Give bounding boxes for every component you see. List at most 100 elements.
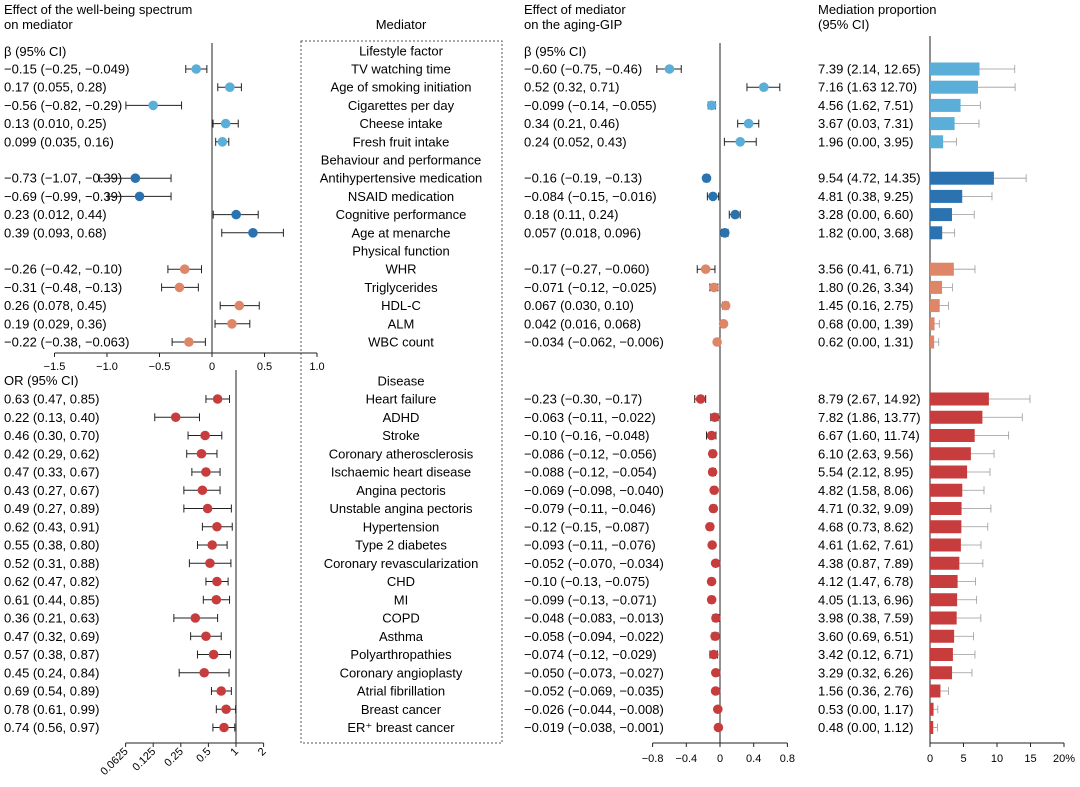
mediator-label: Polyarthropathies: [350, 647, 452, 662]
aging-effect-text: −0.019 (−0.038, −0.001): [524, 720, 664, 735]
aging-effect-text: −0.074 (−0.12, −0.029): [524, 647, 657, 662]
wellbeing-effect-text: −0.22 (−0.38, −0.063): [4, 335, 129, 350]
proportion-text: 1.80 (0.26, 3.34): [818, 280, 913, 295]
proportion-bar: [930, 483, 963, 497]
aging-point: [709, 412, 720, 423]
proportion-bar: [930, 317, 935, 331]
wellbeing-point: [190, 613, 201, 623]
group-title: Disease: [378, 374, 425, 389]
group-title: Lifestyle factor: [359, 44, 443, 59]
proportion-bar: [930, 410, 983, 424]
wellbeing-point: [200, 430, 210, 441]
mediator-label: Cognitive performance: [336, 207, 467, 222]
aging-effect-text: 0.067 (0.030, 0.10): [524, 298, 634, 313]
or-left-tick-label: 2: [256, 746, 269, 759]
proportion-tick-label: 5: [960, 753, 966, 765]
proportion-bar: [930, 299, 940, 313]
proportion-bar: [930, 520, 962, 534]
proportion-text: 3.60 (0.69, 6.51): [818, 629, 913, 644]
wellbeing-effect-text: −0.56 (−0.82, −0.29): [4, 98, 122, 113]
proportion-text: 4.38 (0.87, 7.89): [818, 556, 913, 571]
group-title: Behaviour and performance: [321, 153, 481, 168]
wellbeing-effect-text: 0.61 (0.44, 0.85): [4, 592, 99, 607]
beta-right-label: β (95% CI): [524, 44, 586, 59]
proportion-bar: [930, 335, 935, 349]
mediator-label: TV watching time: [351, 62, 451, 77]
wellbeing-effect-text: 0.69 (0.54, 0.89): [4, 684, 99, 699]
proportion-bar: [930, 465, 968, 479]
aging-point: [706, 430, 717, 441]
mediator-label: Hypertension: [363, 519, 440, 534]
proportion-bar: [930, 135, 944, 149]
wellbeing-effect-text: 0.43 (0.27, 0.67): [4, 483, 99, 498]
wellbeing-effect-text: 0.57 (0.38, 0.87): [4, 647, 99, 662]
wellbeing-point: [225, 82, 235, 92]
wellbeing-header-line1: Effect of the well-being spectrum: [4, 2, 192, 17]
aging-effect-text: −0.084 (−0.15, −0.016): [524, 189, 657, 204]
aging-effect-text: −0.052 (−0.069, −0.035): [524, 684, 664, 699]
beta-left-label: β (95% CI): [4, 44, 66, 59]
proportion-text: 0.53 (0.00, 1.17): [818, 702, 913, 717]
aging-point: [720, 228, 730, 238]
wellbeing-point: [212, 394, 223, 404]
proportion-text: 3.29 (0.32, 6.26): [818, 665, 913, 680]
aging-effect-text: −0.086 (−0.12, −0.056): [524, 446, 657, 461]
mediator-label: Cheese intake: [359, 116, 442, 131]
proportion-bar: [930, 575, 958, 588]
proportion-bar: [930, 392, 989, 406]
aging-effect-text: −0.099 (−0.14, −0.055): [524, 98, 657, 113]
mediator-label: Type 2 diabetes: [355, 538, 447, 553]
beta-left-tick-label: −1.0: [96, 361, 118, 373]
aging-point: [713, 704, 723, 715]
aging-point: [720, 300, 731, 311]
aging-point: [706, 100, 717, 111]
wellbeing-point: [201, 631, 211, 642]
proportion-text: 3.42 (0.12, 6.71): [818, 647, 913, 662]
mediator-label: Asthma: [379, 629, 424, 644]
mediator-label: Angina pectoris: [356, 483, 446, 498]
proportion-bar: [930, 502, 962, 515]
wellbeing-point: [207, 540, 217, 550]
aging-point: [759, 82, 769, 92]
wellbeing-point: [130, 173, 141, 183]
mediator-label: ER⁺ breast cancer: [347, 720, 455, 735]
proportion-text: 4.12 (1.47, 6.78): [818, 574, 913, 589]
proportion-text: 3.67 (0.03, 7.31): [818, 116, 913, 131]
proportion-tick-label: 0: [927, 753, 933, 765]
wellbeing-point: [212, 521, 222, 532]
mediator-label: HDL-C: [381, 298, 421, 313]
aging-point: [706, 594, 717, 605]
mediator-label: Cigarettes per day: [348, 98, 455, 113]
proportion-bar: [930, 538, 961, 552]
wellbeing-effect-text: 0.26 (0.078, 0.45): [4, 298, 107, 313]
wellbeing-effect-text: 0.47 (0.33, 0.67): [4, 465, 99, 480]
beta-right-tick-label: 0.8: [780, 753, 795, 765]
mediator-label: Breast cancer: [361, 702, 442, 717]
mediator-label: CHD: [387, 574, 415, 589]
proportion-text: 7.39 (2.14, 12.65): [818, 62, 921, 77]
aging-effect-text: −0.071 (−0.12, −0.025): [524, 280, 657, 295]
aging-point: [664, 64, 675, 74]
wellbeing-effect-text: 0.099 (0.035, 0.16): [4, 134, 114, 149]
aging-point: [707, 540, 717, 550]
aging-effect-text: −0.048 (−0.083, −0.013): [524, 611, 664, 626]
aging-effect-text: −0.16 (−0.19, −0.13): [524, 171, 642, 186]
wellbeing-point: [231, 209, 241, 220]
wellbeing-point: [208, 649, 219, 660]
mediator-label: Unstable angina pectoris: [329, 501, 473, 516]
mediator-label: MI: [394, 592, 408, 607]
aging-point: [718, 319, 729, 329]
mediator-label: ADHD: [383, 410, 420, 425]
beta-left-tick-label: 0.5: [257, 361, 272, 373]
aging-effect-text: −0.063 (−0.11, −0.022): [524, 410, 656, 425]
aging-effect-text: 0.52 (0.32, 0.71): [524, 80, 619, 95]
wellbeing-effect-text: 0.39 (0.093, 0.68): [4, 225, 107, 240]
proportion-text: 0.62 (0.00, 1.31): [818, 335, 913, 350]
wellbeing-point: [205, 558, 215, 569]
mediator-label: ALM: [388, 316, 415, 331]
wellbeing-effect-text: 0.46 (0.30, 0.70): [4, 428, 99, 443]
aging-point: [710, 558, 721, 569]
aging-effect-text: −0.034 (−0.062, −0.006): [524, 335, 664, 350]
proportion-bar: [930, 648, 953, 661]
beta-left-tick-label: 1.0: [309, 361, 324, 373]
